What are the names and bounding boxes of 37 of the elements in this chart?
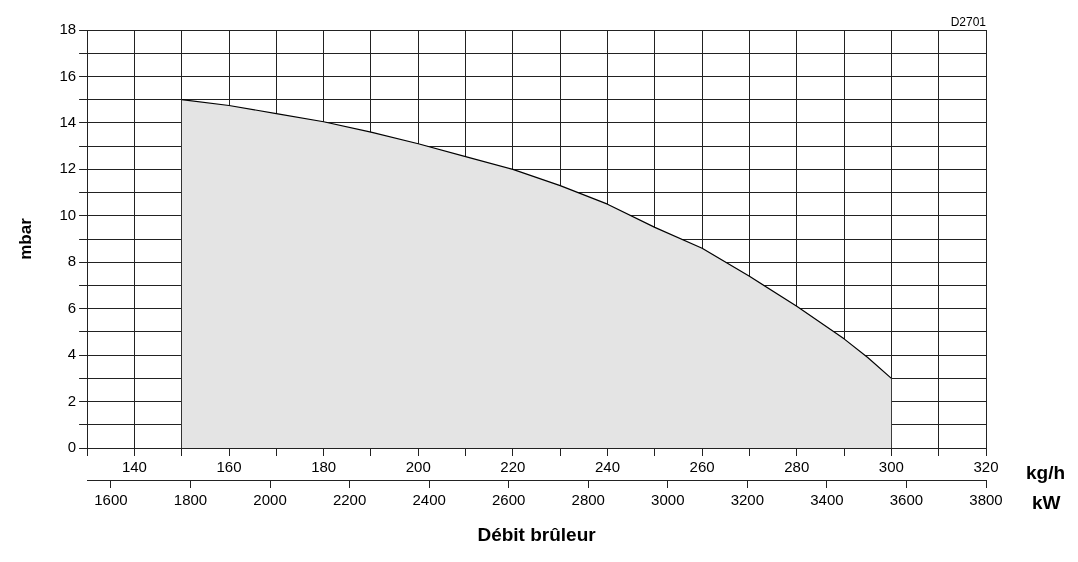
- x2-tick-label: 3600: [889, 491, 924, 509]
- y-tick-label: 6: [67, 298, 77, 316]
- x2-tick-label: 2200: [332, 491, 367, 509]
- x2-tick-label: 3000: [651, 491, 685, 509]
- x2-tick-label: 2800: [571, 491, 605, 509]
- y-tick-label: 14: [59, 113, 77, 131]
- x2-tick-label: 2600: [492, 491, 526, 509]
- x-tick-label: 260: [689, 458, 715, 476]
- y-tick-label: 0: [67, 438, 77, 456]
- x-tick-label: 140: [121, 458, 147, 476]
- x-tick-label: 300: [878, 458, 904, 476]
- y-tick-label: 2: [67, 391, 77, 409]
- x2-tick-label: 3400: [810, 491, 844, 509]
- x-tick-label: 320: [973, 458, 999, 476]
- x2-tick-label: 2000: [253, 491, 287, 509]
- x2-tick-label: 3800: [969, 491, 1003, 509]
- x-tick-label: 200: [405, 458, 431, 476]
- x2-tick-label: 3200: [730, 491, 765, 509]
- text: Débit brûleur: [477, 524, 597, 546]
- x-tick-label: 180: [311, 458, 337, 476]
- x2-axis-title: kW: [1032, 492, 1061, 514]
- x-tick-label: 240: [594, 458, 621, 476]
- x2-tick-label: 1800: [173, 491, 208, 509]
- y-tick-label: 12: [59, 159, 77, 177]
- x-tick-label: 280: [784, 458, 810, 476]
- y-tick-label: 8: [67, 252, 77, 270]
- y-axis-title: mbar: [15, 217, 35, 260]
- x-tick-label: 160: [216, 458, 242, 476]
- y-tick-label: 18: [59, 20, 77, 38]
- text: D2701: [950, 15, 987, 30]
- y-tick-label: 10: [59, 205, 77, 223]
- x-tick-label: 220: [500, 458, 526, 476]
- x2-tick-label: 2400: [412, 491, 446, 509]
- y-tick-label: 16: [59, 66, 77, 84]
- x-axis-title: kg/h: [1026, 462, 1066, 484]
- y-tick-label: 4: [67, 345, 77, 363]
- x2-tick-label: 1600: [94, 491, 128, 509]
